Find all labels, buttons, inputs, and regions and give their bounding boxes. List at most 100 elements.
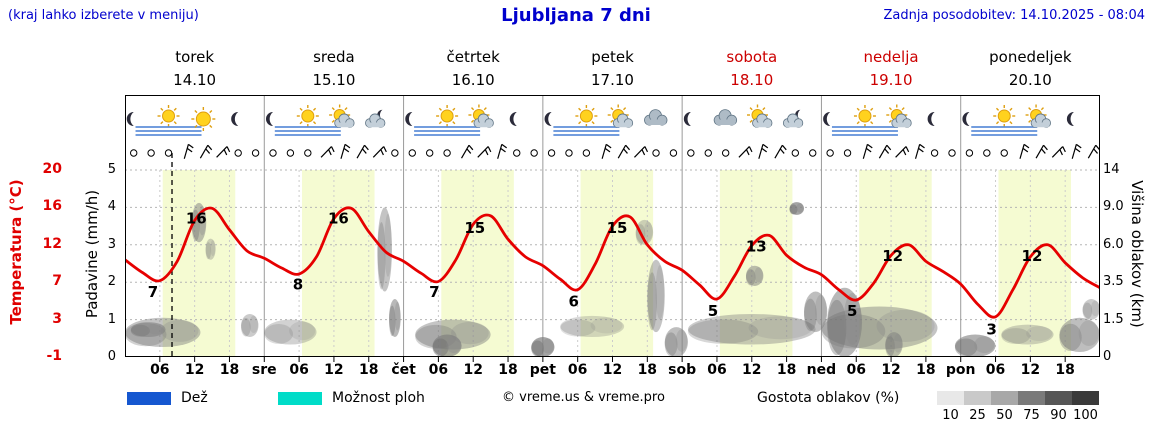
calm-wind-icon (547, 149, 556, 157)
day-date: 19.10 (869, 71, 913, 89)
daytime-band (859, 170, 932, 357)
wind-barb-icon (774, 144, 787, 159)
cloud-height-tick: 3.5 (1103, 274, 1124, 290)
cloud-layer-blob (664, 327, 688, 357)
daily-max-temp-label: 12 (882, 247, 903, 265)
day-header-ponedeljek: ponedeljek 20.10 (961, 48, 1100, 89)
day-name: torek (175, 48, 215, 66)
day-abbrev-label: sob (668, 362, 697, 378)
calm-wind-icon (408, 149, 416, 157)
cloud-height-tick: 6.0 (1103, 236, 1124, 252)
time-tick-label: 06 (985, 362, 1006, 378)
wind-barb-icon (372, 146, 387, 158)
wind-barb-icon (617, 144, 631, 159)
wind-barb-icon (895, 146, 910, 158)
wind-barb-icon (1087, 144, 1100, 159)
moon-icon (126, 112, 134, 126)
sun-cloud-icon (1025, 104, 1051, 128)
daily-max-temp-label: 15 (464, 219, 485, 237)
sun-fog-icon (971, 105, 1038, 136)
cloud-density-tick: 75 (1023, 408, 1040, 423)
calm-wind-icon (983, 149, 991, 157)
daily-min-temp-label: 6 (568, 293, 578, 311)
time-tick-label: 06 (567, 362, 588, 378)
moon-icon (1066, 112, 1074, 126)
wind-barb-icon (634, 146, 649, 158)
day-name: sobota (726, 48, 778, 66)
daytime-band (580, 170, 654, 357)
location-menu-hint: (kraj lahko izberete v meniju) (8, 8, 199, 23)
rain-legend-swatch (127, 392, 171, 405)
calm-wind-icon (930, 149, 939, 157)
daily-min-temp-label: 5 (708, 302, 718, 320)
day-date: 17.10 (591, 71, 634, 89)
cloud-layer-blob (205, 238, 216, 260)
calm-wind-icon (826, 149, 834, 157)
day-date: 14.10 (173, 71, 217, 89)
calm-wind-icon (948, 149, 956, 157)
precipitation-tick: 1 (107, 311, 116, 327)
calm-wind-icon (843, 149, 852, 157)
chart-frame (125, 95, 1100, 357)
calm-wind-icon (443, 149, 451, 157)
cloud-density-swatch (1045, 391, 1072, 405)
temperature-tick: 3 (52, 310, 62, 327)
wind-barb-icon (1035, 144, 1048, 159)
day-header-sobota: sobota 18.10 (682, 48, 821, 89)
time-tick-label: 06 (707, 362, 727, 378)
cloud-density-swatch (991, 391, 1018, 405)
wind-barb-icon (216, 146, 231, 158)
moon-icon (265, 112, 273, 126)
moon-icon (509, 112, 517, 126)
day-abbrev-label: pon (945, 362, 976, 378)
temperature-tick: -1 (46, 348, 62, 364)
calm-wind-icon (234, 149, 242, 157)
day-date: 18.10 (730, 71, 774, 89)
calm-wind-icon (269, 149, 277, 157)
moon-icon (962, 112, 970, 126)
time-tick-label: 12 (184, 362, 205, 378)
moon-icon (683, 112, 691, 126)
day-name: petek (591, 48, 634, 66)
cloud-density-swatch (1072, 391, 1099, 405)
wind-barb-icon (1051, 146, 1066, 158)
calm-wind-icon (304, 149, 312, 157)
calm-wind-icon (791, 149, 800, 157)
calm-wind-icon (965, 149, 974, 157)
calm-wind-icon (425, 149, 434, 157)
daytime-band (302, 170, 375, 357)
daily-min-temp-label: 7 (148, 283, 158, 301)
temperature-tick: 12 (42, 235, 62, 252)
cloud-layer-blob (827, 287, 863, 357)
precipitation-tick: 3 (107, 236, 116, 252)
page-title: Ljubljana 7 dni (501, 5, 651, 26)
time-tick-label: 12 (463, 362, 483, 378)
cloud-icon (644, 109, 668, 126)
calm-wind-icon (164, 149, 173, 157)
cloud-layer-blob (885, 332, 903, 357)
cloud-density-tick: 100 (1073, 408, 1098, 423)
cloud-layer-blob (804, 291, 828, 333)
day-header-nedelja: nedelja 19.10 (821, 48, 960, 89)
temperature-tick: 7 (52, 273, 62, 290)
time-tick-label: 06 (289, 362, 309, 378)
cloud-density-tick: 25 (969, 408, 986, 423)
calm-wind-icon (669, 149, 678, 157)
wind-barb-icon (758, 143, 769, 159)
daily-max-temp-label: 13 (746, 237, 767, 255)
time-tick-label: 12 (881, 362, 901, 378)
cloud-density-tick: 90 (1050, 408, 1067, 423)
calm-wind-icon (147, 149, 155, 157)
cloud-layer-blob (241, 313, 259, 338)
time-tick-label: 18 (498, 362, 518, 378)
temperature-axis-label: Temperatura (°C) (7, 179, 25, 325)
cloud-height-tick: 14 (1103, 162, 1120, 177)
cloud-layer-blob (432, 334, 462, 357)
calm-wind-icon (687, 149, 695, 157)
showers-legend-label: Možnost ploh (332, 390, 425, 406)
calm-wind-icon (286, 149, 295, 157)
copyright-link[interactable]: © vreme.us & vreme.pro (502, 390, 665, 405)
time-tick-label: 18 (1055, 362, 1075, 378)
cloud-layer-blob (687, 313, 816, 345)
